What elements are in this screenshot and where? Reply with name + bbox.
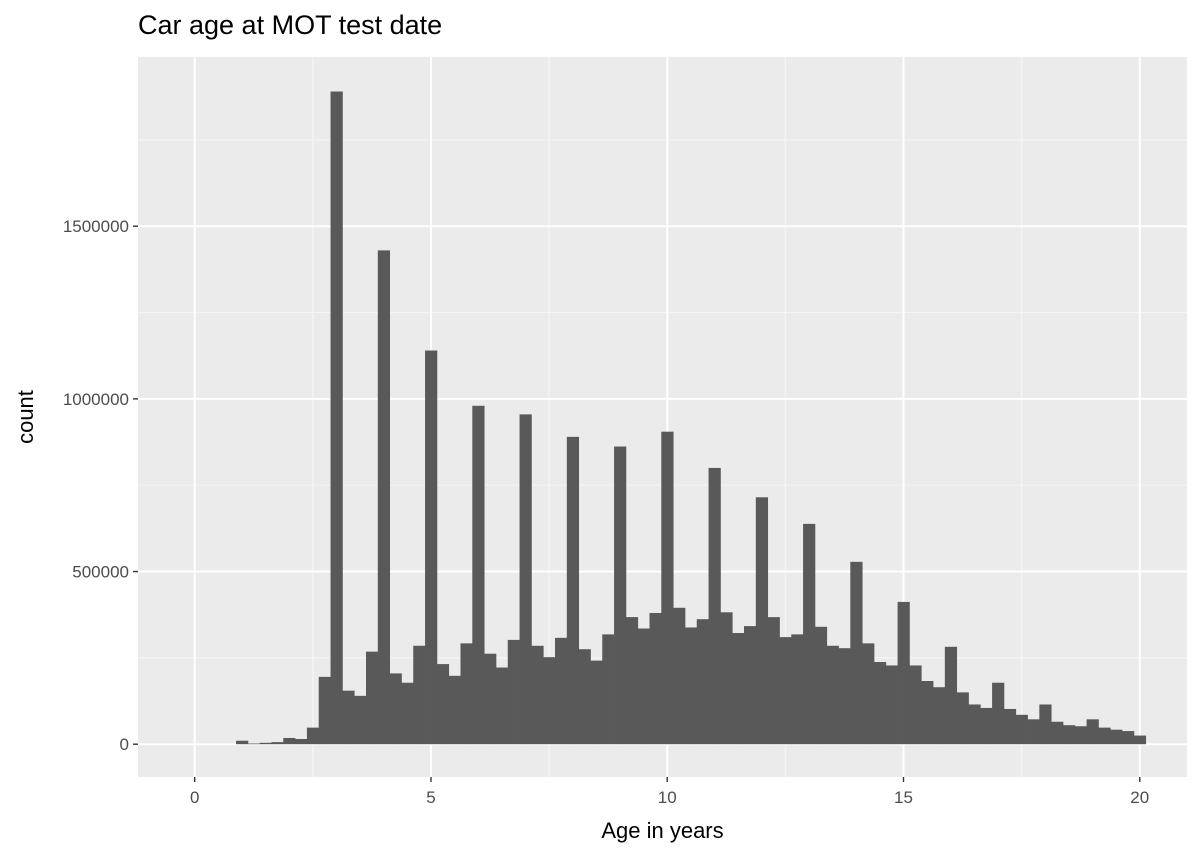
histogram-bar xyxy=(543,657,556,745)
histogram-bar xyxy=(247,743,261,745)
histogram-bar xyxy=(767,617,780,745)
histogram-bar xyxy=(602,634,615,745)
histogram-bar xyxy=(1098,727,1111,745)
histogram-bar xyxy=(236,740,249,745)
histogram-bar xyxy=(873,662,887,745)
histogram-bar xyxy=(885,665,898,745)
histogram-bar xyxy=(460,643,473,745)
histogram-bar xyxy=(472,405,485,745)
chart-title: Car age at MOT test date xyxy=(138,10,443,40)
histogram-bar xyxy=(744,626,757,745)
histogram-bar xyxy=(425,350,438,745)
histogram-bar xyxy=(980,707,993,745)
histogram-bar xyxy=(1015,714,1028,745)
histogram-bar xyxy=(838,648,851,745)
histogram-bar xyxy=(968,704,981,745)
histogram-bar xyxy=(448,675,461,745)
histogram-bar xyxy=(814,626,828,745)
x-tick-label: 20 xyxy=(1130,788,1149,807)
y-tick-label: 0 xyxy=(120,735,129,754)
histogram-bar xyxy=(1039,704,1052,745)
histogram-bar xyxy=(755,497,769,745)
histogram-bar xyxy=(684,627,698,745)
histogram-bar xyxy=(306,727,320,745)
histogram-bar xyxy=(330,91,343,745)
histogram-bar xyxy=(649,612,662,745)
histogram-bar xyxy=(531,645,544,745)
histogram-bar xyxy=(625,617,639,745)
histogram-bar xyxy=(1062,725,1076,745)
histogram-bar xyxy=(944,646,958,745)
y-axis-title: count xyxy=(13,390,38,444)
histogram-bar xyxy=(1051,721,1064,745)
histogram-bar xyxy=(342,690,355,745)
histogram-bar xyxy=(1074,726,1087,745)
histogram-bar xyxy=(826,645,839,745)
histogram-bar xyxy=(1027,719,1040,745)
histogram-bar xyxy=(578,649,591,745)
minor-gridlines xyxy=(138,57,1187,777)
histogram-bar xyxy=(389,673,402,745)
histogram-bar xyxy=(1086,719,1099,745)
histogram-bar xyxy=(271,742,284,745)
histogram-bar xyxy=(956,692,969,745)
histogram-bar xyxy=(614,446,627,745)
histogram-bar xyxy=(803,523,816,745)
histogram-bar xyxy=(590,660,603,745)
histogram-bar xyxy=(519,414,532,745)
histogram-bar xyxy=(992,682,1005,745)
histogram-bar xyxy=(708,467,721,745)
histogram-bar xyxy=(897,601,910,745)
histogram-bar xyxy=(720,612,733,745)
histogram-bar xyxy=(354,695,367,745)
histogram-bar xyxy=(259,742,272,745)
histogram-bar xyxy=(661,431,674,745)
histogram-bar xyxy=(696,619,709,745)
histogram-bar xyxy=(377,250,391,745)
x-tick-label: 0 xyxy=(190,788,199,807)
x-tick-label: 10 xyxy=(658,788,677,807)
y-axis: 0 500000 1000000 1500000 xyxy=(63,217,138,754)
histogram-bar xyxy=(318,676,331,745)
histogram-bar xyxy=(507,639,520,745)
histogram-bar xyxy=(862,643,875,745)
histogram-bar xyxy=(495,667,509,745)
histogram-bar xyxy=(295,739,308,745)
y-tick-label: 1000000 xyxy=(63,390,129,409)
histogram-bar xyxy=(436,664,450,745)
histogram-bars xyxy=(236,91,1147,745)
histogram-bar xyxy=(791,634,804,745)
x-tick-label: 5 xyxy=(426,788,435,807)
histogram-bar xyxy=(283,737,296,745)
histogram-bar xyxy=(637,628,650,745)
major-gridlines xyxy=(138,57,1187,777)
histogram-bar xyxy=(673,607,686,745)
histogram-bar xyxy=(921,681,934,745)
histogram-bar xyxy=(1133,735,1147,745)
histogram-bar xyxy=(401,682,414,745)
y-tick-label: 500000 xyxy=(72,563,129,582)
histogram-bar xyxy=(1110,729,1123,745)
histogram-bar xyxy=(850,561,863,745)
x-tick-label: 15 xyxy=(894,788,913,807)
histogram-bar xyxy=(1122,731,1135,745)
x-axis-title: Age in years xyxy=(601,818,723,843)
histogram-bar xyxy=(779,637,792,745)
y-tick-label: 1500000 xyxy=(63,217,129,236)
histogram-bar xyxy=(484,653,497,745)
histogram-bar xyxy=(413,645,426,745)
histogram-bar xyxy=(555,637,568,745)
x-axis: 0 5 10 15 20 xyxy=(190,777,1149,807)
histogram-bar xyxy=(566,436,580,745)
histogram-bar xyxy=(732,633,745,745)
histogram-bar xyxy=(933,687,946,745)
histogram-bar xyxy=(365,651,379,745)
histogram-bar xyxy=(909,665,922,745)
histogram-bar xyxy=(1003,708,1017,745)
